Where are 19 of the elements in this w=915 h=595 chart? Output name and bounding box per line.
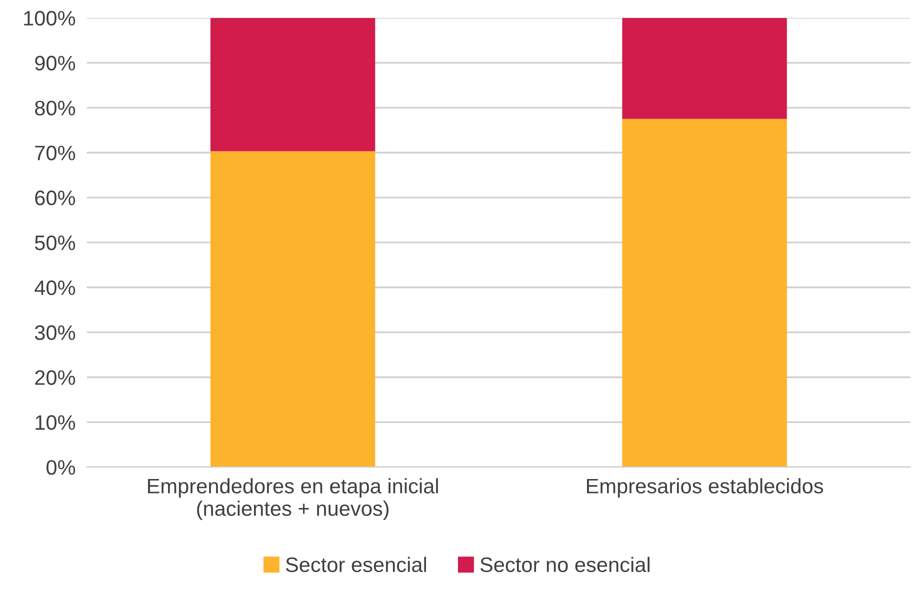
x-tick-label: Empresarios establecidos <box>587 478 824 498</box>
legend-label: Sector no esencial <box>480 556 650 572</box>
y-tick-label: 80% <box>35 100 76 116</box>
bar <box>210 18 376 152</box>
x-tick-label: Emprendedores en etapa inicial (nacientes + nuevos) <box>148 478 438 520</box>
y-tick-label: 10% <box>36 415 76 430</box>
y-tick-label: 100% <box>24 10 76 26</box>
y-tick-label: 30% <box>34 325 76 340</box>
bar <box>622 18 787 119</box>
y-tick-label: 70% <box>35 146 76 160</box>
y-tick-label: 0% <box>46 460 76 475</box>
legend-label: Sector esencial <box>286 556 426 572</box>
y-tick-label: 50% <box>34 235 76 250</box>
bar <box>622 118 787 468</box>
y-tick-label: 90% <box>35 56 76 71</box>
y-tick-label: 40% <box>34 280 76 296</box>
y-tick-label: 60% <box>35 190 76 206</box>
bar <box>210 151 376 468</box>
y-tick-label: 20% <box>35 370 76 385</box>
